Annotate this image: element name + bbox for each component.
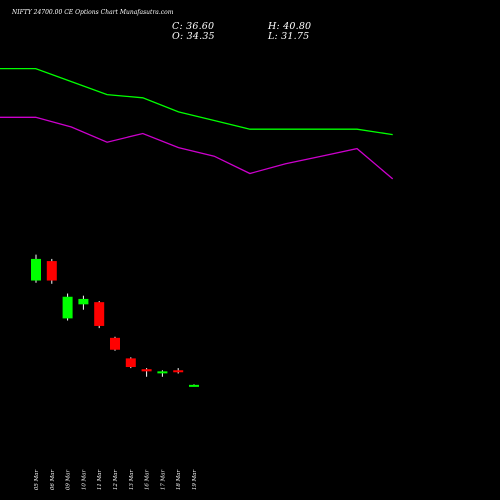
candle-body (110, 337, 120, 350)
candles (31, 254, 199, 387)
candle-body (62, 296, 73, 319)
open-value: O: 34.35 (172, 31, 215, 42)
candle (125, 357, 136, 369)
x-tick-label: 06 Mar (50, 469, 56, 490)
candle-body (46, 261, 57, 281)
low-value: L: 31.75 (268, 31, 310, 42)
candle (31, 254, 41, 283)
candle-body (78, 298, 89, 305)
close-value: C: 36.60 (172, 21, 215, 32)
candle (62, 293, 73, 321)
x-tick-label: 18 Mar (176, 469, 182, 490)
candle-body (141, 369, 152, 372)
candle (141, 368, 152, 377)
chart-title: NIFTY 24700.00 CE Options Chart Munafasu… (12, 9, 174, 16)
candle-body (189, 384, 199, 387)
x-tick-label: 17 Mar (160, 469, 166, 490)
candle-body (94, 302, 105, 326)
candle (94, 301, 105, 329)
line-series-1 (0, 67, 393, 136)
candle (173, 368, 184, 374)
x-tick-label: 11 Mar (97, 469, 103, 490)
candle-body (31, 258, 41, 281)
x-tick-label: 19 Mar (192, 469, 198, 490)
candle-body (157, 371, 168, 374)
candle (78, 295, 89, 310)
moving-average-lines (0, 67, 394, 180)
candle (157, 370, 168, 377)
candle-body (173, 370, 184, 373)
candle (110, 336, 120, 351)
x-tick-label: 10 Mar (81, 469, 87, 490)
line-series-2 (0, 116, 394, 180)
x-tick-label: 16 Mar (145, 469, 151, 490)
candle-body (125, 358, 136, 368)
x-tick-label: 09 Mar (66, 469, 72, 490)
x-tick-label: 12 Mar (113, 469, 119, 490)
x-tick-label: 05 Mar (34, 469, 40, 490)
x-tick-label: 13 Mar (129, 469, 135, 490)
candle (189, 384, 199, 387)
x-axis-labels: 05 Mar 06 Mar 09 Mar 10 Mar 11 Mar 12 Mar 13 M… (34, 469, 198, 490)
candle (46, 258, 57, 284)
high-value: H: 40.80 (268, 21, 312, 32)
